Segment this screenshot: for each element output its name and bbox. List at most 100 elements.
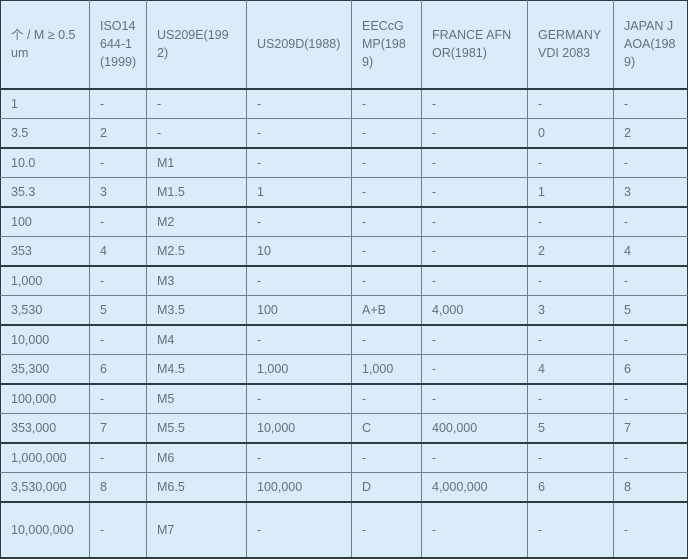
cell-us209d: - [246,87,352,119]
column-header-us209e: US209E(1992) [146,0,247,90]
cell-us209e: M4 [146,323,247,355]
cell-particle-size: 3,530 [0,294,90,325]
cell-us209e: M7 [146,500,247,559]
cell-japan-jaoa: - [613,146,688,178]
cell-germany-vdi: 5 [527,412,614,443]
cell-germany-vdi: - [527,323,614,355]
cell-france-afnor: - [421,235,528,266]
cell-particle-size: 100 [0,205,90,237]
table-row: 35,300 6 M4.5 1,000 1,000 - 4 6 [0,353,688,384]
cell-japan-jaoa: - [613,441,688,473]
cell-us209d: - [246,117,352,148]
column-header-particle-size: 个 / M ≥ 0.5um [0,0,90,90]
cell-us209d: - [246,264,352,296]
cell-germany-vdi: - [527,205,614,237]
cell-france-afnor: 4,000 [421,294,528,325]
cell-iso14644: 2 [89,117,147,148]
table-row: 1 - - - - - - - [0,87,688,119]
cell-us209e: - [146,87,247,119]
cell-iso14644: - [89,146,147,178]
cell-iso14644: 4 [89,235,147,266]
cell-particle-size: 10.0 [0,146,90,178]
cell-eec-cgmp: - [351,264,422,296]
cell-us209e: M2.5 [146,235,247,266]
cell-us209e: M3 [146,264,247,296]
cell-japan-jaoa: 2 [613,117,688,148]
cell-particle-size: 3.5 [0,117,90,148]
cell-particle-size: 10,000,000 [0,500,90,559]
cell-france-afnor: - [421,441,528,473]
cell-eec-cgmp: - [351,235,422,266]
cell-france-afnor: - [421,264,528,296]
cell-us209e: M5.5 [146,412,247,443]
table-body: 1 - - - - - - - 3.5 2 - - - - 0 2 10.0 [0,87,688,559]
cell-france-afnor: - [421,176,528,207]
cell-germany-vdi: 6 [527,471,614,502]
cell-eec-cgmp: A+B [351,294,422,325]
cell-us209d: 1,000 [246,353,352,384]
cell-japan-jaoa: 6 [613,353,688,384]
cell-us209e: M1.5 [146,176,247,207]
cell-eec-cgmp: D [351,471,422,502]
cell-japan-jaoa: 7 [613,412,688,443]
cell-eec-cgmp: - [351,323,422,355]
cell-japan-jaoa: - [613,205,688,237]
cell-us209e: M2 [146,205,247,237]
table-row: 1,000 - M3 - - - - - [0,264,688,296]
cell-eec-cgmp: - [351,382,422,414]
cell-particle-size: 35,300 [0,353,90,384]
cell-particle-size: 1 [0,87,90,119]
cell-us209e: M4.5 [146,353,247,384]
table-row: 10.0 - M1 - - - - - [0,146,688,178]
table-row: 100,000 - M5 - - - - - [0,382,688,414]
cell-japan-jaoa: 8 [613,471,688,502]
cell-germany-vdi: - [527,382,614,414]
cell-iso14644: - [89,382,147,414]
cell-france-afnor: - [421,87,528,119]
cell-eec-cgmp: - [351,117,422,148]
cell-france-afnor: 4,000,000 [421,471,528,502]
cell-germany-vdi: - [527,264,614,296]
column-header-eec-cgmp: EECcGMP(1989) [351,0,422,90]
cell-germany-vdi: 1 [527,176,614,207]
cell-japan-jaoa: - [613,382,688,414]
table-row: 10,000,000 - M7 - - - - - [0,500,688,559]
cell-iso14644: 6 [89,353,147,384]
cell-germany-vdi: - [527,500,614,559]
cell-us209e: M6.5 [146,471,247,502]
table-row: 353 4 M2.5 10 - - 2 4 [0,235,688,266]
table-row: 100 - M2 - - - - - [0,205,688,237]
cell-particle-size: 100,000 [0,382,90,414]
table-row: 10,000 - M4 - - - - - [0,323,688,355]
cell-eec-cgmp: - [351,441,422,473]
cell-eec-cgmp: - [351,87,422,119]
table-header-row: 个 / M ≥ 0.5um ISO14644-1(1999) US209E(19… [0,0,688,90]
column-header-japan-jaoa: JAPAN JAOA(1989) [613,0,688,90]
column-header-germany-vdi: GERMANY VDI 2083 [527,0,614,90]
cell-us209d: - [246,441,352,473]
cell-us209d: - [246,323,352,355]
cell-us209e: M3.5 [146,294,247,325]
cell-eec-cgmp: C [351,412,422,443]
cell-eec-cgmp: - [351,500,422,559]
cell-japan-jaoa: - [613,500,688,559]
cell-france-afnor: - [421,500,528,559]
cell-germany-vdi: 0 [527,117,614,148]
cell-particle-size: 353 [0,235,90,266]
cell-particle-size: 3,530,000 [0,471,90,502]
cell-france-afnor: - [421,382,528,414]
cell-germany-vdi: 2 [527,235,614,266]
cell-japan-jaoa: - [613,87,688,119]
cell-us209d: - [246,205,352,237]
cell-iso14644: 5 [89,294,147,325]
cell-japan-jaoa: - [613,323,688,355]
cell-us209d: 10 [246,235,352,266]
table-row: 3,530 5 M3.5 100 A+B 4,000 3 5 [0,294,688,325]
table-header: 个 / M ≥ 0.5um ISO14644-1(1999) US209E(19… [0,0,688,90]
cell-iso14644: 3 [89,176,147,207]
cell-germany-vdi: - [527,441,614,473]
cell-germany-vdi: 4 [527,353,614,384]
cell-france-afnor: - [421,146,528,178]
column-header-iso14644: ISO14644-1(1999) [89,0,147,90]
